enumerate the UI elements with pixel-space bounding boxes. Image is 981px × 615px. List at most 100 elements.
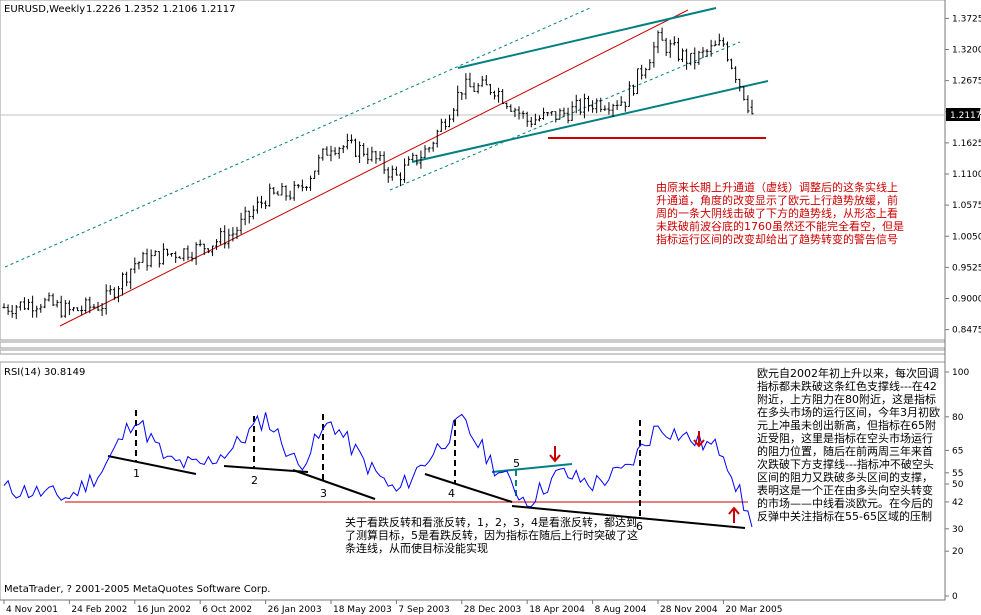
time-tick-label: 24 Feb 2002 xyxy=(71,605,127,615)
price-bar xyxy=(182,248,186,262)
price-bar xyxy=(537,115,541,122)
down-arrow-2 xyxy=(693,431,705,448)
price-bar xyxy=(721,37,725,47)
price-bar xyxy=(656,30,660,54)
price-bar xyxy=(59,295,63,318)
price-bar xyxy=(681,48,685,63)
price-bar xyxy=(354,138,358,158)
rsi-tick-label: 65 xyxy=(952,446,963,456)
price-tick-label: 1.2675 xyxy=(952,77,981,87)
price-bar xyxy=(591,100,595,113)
price-bar xyxy=(309,175,313,191)
price-bar xyxy=(742,85,746,101)
price-bar xyxy=(525,111,529,127)
price-bar xyxy=(423,145,427,158)
reversal-label-5: 5 xyxy=(513,457,520,470)
price-bar xyxy=(513,107,517,118)
up-arrow xyxy=(728,506,740,523)
price-bar xyxy=(468,72,472,88)
price-bar xyxy=(43,297,47,309)
price-bar xyxy=(382,151,386,174)
price-bar xyxy=(300,179,304,192)
time-tick-label: 18 Apr 2004 xyxy=(529,605,585,615)
price-bar xyxy=(96,301,100,311)
price-bar xyxy=(304,186,308,191)
price-bar xyxy=(141,251,145,263)
price-bar xyxy=(276,190,280,196)
price-bar xyxy=(566,107,570,124)
price-bar xyxy=(125,271,129,287)
price-bar xyxy=(587,95,591,112)
rsi-trend-4 xyxy=(424,473,513,503)
time-axis: 4 Nov 2001 24 Feb 2002 16 Jun 2002 6 Oct 20… xyxy=(3,600,782,615)
price-bar xyxy=(88,296,92,314)
price-bar xyxy=(464,73,468,100)
price-bar xyxy=(685,48,689,70)
price-bar xyxy=(574,94,578,114)
price-bar xyxy=(121,272,125,296)
symbol-label: EURUSD,Weekly xyxy=(4,4,85,15)
price-bar xyxy=(345,133,349,150)
time-tick-label: 4 Nov 2001 xyxy=(6,605,58,615)
rsi-tick-label: 100 xyxy=(952,368,969,378)
price-bar xyxy=(280,182,284,196)
rsi-tick-label: 42 xyxy=(952,498,963,508)
price-bar xyxy=(660,27,664,41)
price-bar xyxy=(386,167,390,183)
price-bar xyxy=(76,307,80,312)
time-tick-label: 6 Oct 2002 xyxy=(202,605,252,615)
annotation-bottom: 关于看跌反转和看涨反转，1，2，3，4是看涨反转，都达到了测算目标，5是看跌反转… xyxy=(345,516,638,555)
reversal-label-1: 1 xyxy=(133,467,140,480)
rsi-tick-label: 0 xyxy=(952,592,958,602)
price-bar xyxy=(333,147,337,156)
price-bar xyxy=(51,293,55,307)
panel-splitter[interactable] xyxy=(0,341,946,349)
price-bar xyxy=(697,50,701,65)
price-bar xyxy=(129,268,133,290)
price-bar xyxy=(701,47,705,59)
price-bar xyxy=(394,166,398,176)
price-bar xyxy=(198,239,202,247)
price-tick-label: 1.0575 xyxy=(952,201,981,211)
price-bar xyxy=(358,141,362,164)
price-bar xyxy=(693,47,697,70)
price-bar xyxy=(615,100,619,110)
price-bar xyxy=(611,103,615,117)
price-bar xyxy=(517,106,521,120)
price-bar xyxy=(292,181,296,201)
price-bar xyxy=(321,148,325,161)
price-bar xyxy=(497,87,501,103)
price-bar xyxy=(133,257,137,274)
annotation-right: 欧元自2002年初上升以来，每次回调指标都未跌破这条红色支撑线---在42附近，… xyxy=(757,367,940,523)
price-bar xyxy=(509,104,513,112)
time-tick-label: 8 Aug 2004 xyxy=(595,605,647,615)
price-bar xyxy=(178,256,182,259)
time-tick-label: 26 Jan 2003 xyxy=(268,605,322,615)
price-tick-label: 0.9525 xyxy=(952,263,981,273)
price-tick-label: 1.3200 xyxy=(952,46,981,56)
price-panel xyxy=(0,0,946,341)
rsi-tick-label: 55 xyxy=(952,469,963,479)
price-bar xyxy=(329,145,333,162)
price-bar xyxy=(190,251,194,262)
rsi-tick-label: 80 xyxy=(952,413,964,423)
rsi-trend-6 xyxy=(511,505,746,529)
price-bar xyxy=(341,145,345,154)
long-channel-upper xyxy=(4,7,591,268)
price-bar xyxy=(84,297,88,314)
panel-splitter-2[interactable] xyxy=(0,349,946,355)
price-tick-label: 1.3725 xyxy=(952,14,981,24)
price-bar xyxy=(104,284,108,315)
price-bar xyxy=(734,66,738,84)
price-bar xyxy=(268,183,272,207)
rsi-tick-label: 30 xyxy=(952,525,964,535)
price-tick-label: 0.9000 xyxy=(952,295,981,305)
price-bar xyxy=(501,89,505,105)
time-tick-label: 18 May 2003 xyxy=(333,605,392,615)
price-bar xyxy=(415,154,419,166)
price-bar xyxy=(202,243,206,256)
price-bar xyxy=(533,113,537,126)
price-bar xyxy=(63,299,67,318)
price-bar xyxy=(648,59,652,71)
rsi-line xyxy=(3,412,753,528)
